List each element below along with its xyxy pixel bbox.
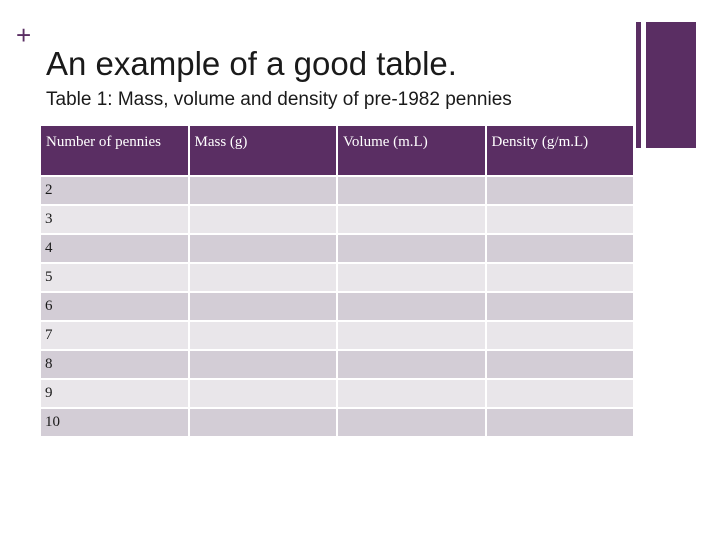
table-header-row: Number of pennies Mass (g) Volume (m.L) … xyxy=(41,126,633,175)
cell-number: 7 xyxy=(41,322,188,349)
cell-number: 5 xyxy=(41,264,188,291)
table-row: 3 xyxy=(41,206,633,233)
cell-number: 2 xyxy=(41,177,188,204)
cell-volume xyxy=(338,177,485,204)
cell-volume xyxy=(338,322,485,349)
header-volume: Volume (m.L) xyxy=(338,126,485,175)
cell-density xyxy=(486,264,633,291)
cell-density xyxy=(486,351,633,378)
cell-volume xyxy=(338,293,485,320)
accent-bar-thick xyxy=(646,22,696,148)
accent-bar-thin xyxy=(636,22,641,148)
cell-density xyxy=(486,409,633,436)
cell-mass xyxy=(189,235,336,262)
cell-volume xyxy=(338,409,485,436)
header-density: Density (g/m.L) xyxy=(486,126,633,175)
table-row: 6 xyxy=(41,293,633,320)
cell-mass xyxy=(189,351,336,378)
cell-mass xyxy=(189,409,336,436)
cell-mass xyxy=(189,206,336,233)
cell-density xyxy=(486,235,633,262)
cell-volume xyxy=(338,380,485,407)
cell-number: 6 xyxy=(41,293,188,320)
cell-density xyxy=(486,177,633,204)
pennies-table: Number of pennies Mass (g) Volume (m.L) … xyxy=(39,124,635,438)
header-mass: Mass (g) xyxy=(189,126,336,175)
cell-number: 9 xyxy=(41,380,188,407)
cell-volume xyxy=(338,351,485,378)
cell-number: 4 xyxy=(41,235,188,262)
cell-volume xyxy=(338,235,485,262)
cell-density xyxy=(486,380,633,407)
cell-volume xyxy=(338,264,485,291)
cell-mass xyxy=(189,293,336,320)
cell-number: 3 xyxy=(41,206,188,233)
cell-volume xyxy=(338,206,485,233)
cell-number: 8 xyxy=(41,351,188,378)
header-number-of-pennies: Number of pennies xyxy=(41,126,188,175)
cell-mass xyxy=(189,264,336,291)
cell-density xyxy=(486,322,633,349)
cell-mass xyxy=(189,322,336,349)
cell-density xyxy=(486,293,633,320)
table-row: 4 xyxy=(41,235,633,262)
cell-mass xyxy=(189,380,336,407)
table-row: 5 xyxy=(41,264,633,291)
table-row: 10 xyxy=(41,409,633,436)
cell-density xyxy=(486,206,633,233)
plus-icon: + xyxy=(16,20,32,50)
slide-title: An example of a good table. xyxy=(46,45,457,82)
table-row: 2 xyxy=(41,177,633,204)
table-caption: Table 1: Mass, volume and density of pre… xyxy=(46,89,512,110)
table-row: 8 xyxy=(41,351,633,378)
table-row: 7 xyxy=(41,322,633,349)
table-row: 9 xyxy=(41,380,633,407)
cell-number: 10 xyxy=(41,409,188,436)
cell-mass xyxy=(189,177,336,204)
